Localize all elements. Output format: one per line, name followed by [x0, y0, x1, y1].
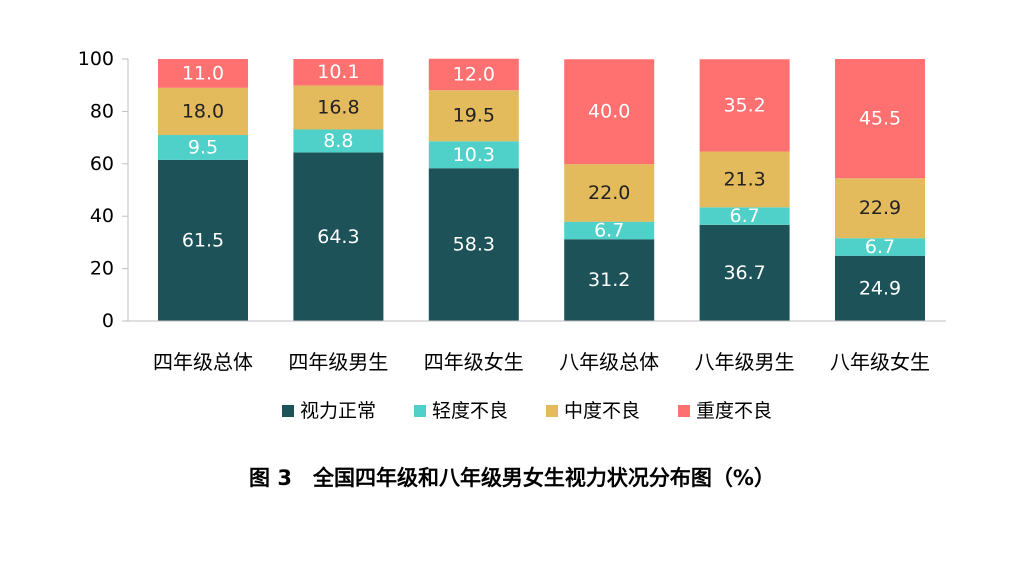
bar-segment — [428, 90, 519, 142]
legend-swatch — [414, 405, 426, 417]
y-tick-label: 100 — [78, 48, 114, 70]
bar-segment — [293, 152, 384, 321]
data-label: 24.9 — [859, 277, 901, 299]
bars: 61.5 9.5 18.0 11.0 64.3 8.8 16.8 10.1 58.3 10.3 19… — [158, 58, 925, 321]
data-label: 16.8 — [317, 96, 359, 118]
data-label: 19.5 — [453, 105, 495, 127]
data-label: 10.3 — [453, 144, 495, 166]
legend: 视力正常 轻度不良 中度不良 重度不良 — [282, 400, 772, 422]
bar-segment — [699, 151, 790, 208]
bar-segment — [699, 207, 790, 225]
legend-swatch — [678, 405, 690, 417]
bar-segment — [428, 141, 519, 169]
legend-label: 重度不良 — [696, 400, 772, 422]
bar-segment — [835, 255, 925, 321]
bar-segment — [699, 224, 790, 321]
bar-segment — [158, 59, 248, 88]
x-category-label: 八年级男生 — [695, 350, 795, 374]
bar-segment — [428, 58, 519, 91]
data-label: 6.7 — [865, 236, 895, 258]
bar-segment — [564, 221, 655, 240]
bar-segment — [293, 85, 384, 130]
data-label: 6.7 — [729, 205, 759, 227]
data-label: 18.0 — [182, 100, 224, 122]
legend-swatch — [546, 405, 558, 417]
bar-segment — [699, 59, 790, 152]
x-axis: 四年级总体 四年级男生 四年级女生 八年级总体 八年级男生 八年级女生 — [128, 320, 946, 374]
bar-stack: 64.3 8.8 16.8 10.1 — [293, 59, 384, 321]
bar-segment — [293, 129, 384, 153]
data-label: 12.0 — [453, 63, 495, 85]
data-label: 31.2 — [588, 269, 630, 291]
bar-segment — [428, 168, 519, 321]
x-category-label: 四年级总体 — [153, 350, 253, 374]
y-tick-label: 40 — [90, 205, 114, 227]
data-label: 36.7 — [723, 262, 765, 284]
y-tick-label: 60 — [90, 153, 114, 175]
bar-stack: 24.9 6.7 22.9 45.5 — [835, 59, 925, 321]
legend-label: 中度不良 — [564, 400, 640, 422]
data-label: 11.0 — [182, 62, 224, 84]
bar-stack: 61.5 9.5 18.0 11.0 — [158, 59, 248, 321]
data-label: 9.5 — [188, 136, 218, 158]
bar-segment — [564, 239, 655, 321]
bar-segment — [835, 59, 925, 179]
bar-stack: 31.2 6.7 22.0 40.0 — [564, 59, 655, 321]
bar-stack: 36.7 6.7 21.3 35.2 — [699, 59, 790, 321]
y-tick-label: 0 — [102, 310, 114, 332]
legend-swatch — [282, 405, 294, 417]
bar-segment — [158, 87, 248, 135]
data-label: 10.1 — [317, 61, 359, 83]
bar-segment — [293, 59, 384, 86]
bar-segment — [158, 134, 248, 160]
x-category-label: 八年级女生 — [830, 350, 930, 374]
data-label: 64.3 — [317, 226, 359, 248]
legend-label: 轻度不良 — [432, 400, 508, 422]
bar-stack: 58.3 10.3 19.5 12.0 — [428, 58, 519, 321]
y-tick-label: 80 — [90, 100, 114, 122]
bar-segment — [158, 159, 248, 321]
data-label: 8.8 — [323, 130, 353, 152]
bar-segment — [564, 164, 655, 222]
x-category-label: 八年级总体 — [559, 350, 659, 374]
bar-segment — [835, 178, 925, 239]
data-label: 61.5 — [182, 229, 224, 251]
legend-label: 视力正常 — [300, 400, 376, 422]
data-label: 6.7 — [594, 219, 624, 241]
data-label: 22.0 — [588, 182, 630, 204]
data-label: 40.0 — [588, 101, 630, 123]
data-label: 45.5 — [859, 108, 901, 130]
chart-title: 图 3 全国四年级和八年级男女生视力状况分布图（%） — [249, 466, 775, 490]
data-label: 21.3 — [723, 168, 765, 190]
y-tick-label: 20 — [90, 258, 114, 280]
x-category-label: 四年级女生 — [424, 350, 524, 374]
y-axis: 0 20 40 60 80 100 — [78, 48, 129, 332]
data-label: 22.9 — [859, 197, 901, 219]
data-label: 58.3 — [453, 234, 495, 256]
bar-segment — [835, 238, 925, 256]
bar-segment — [564, 59, 655, 165]
data-label: 35.2 — [723, 94, 765, 116]
x-category-label: 四年级男生 — [288, 350, 388, 374]
